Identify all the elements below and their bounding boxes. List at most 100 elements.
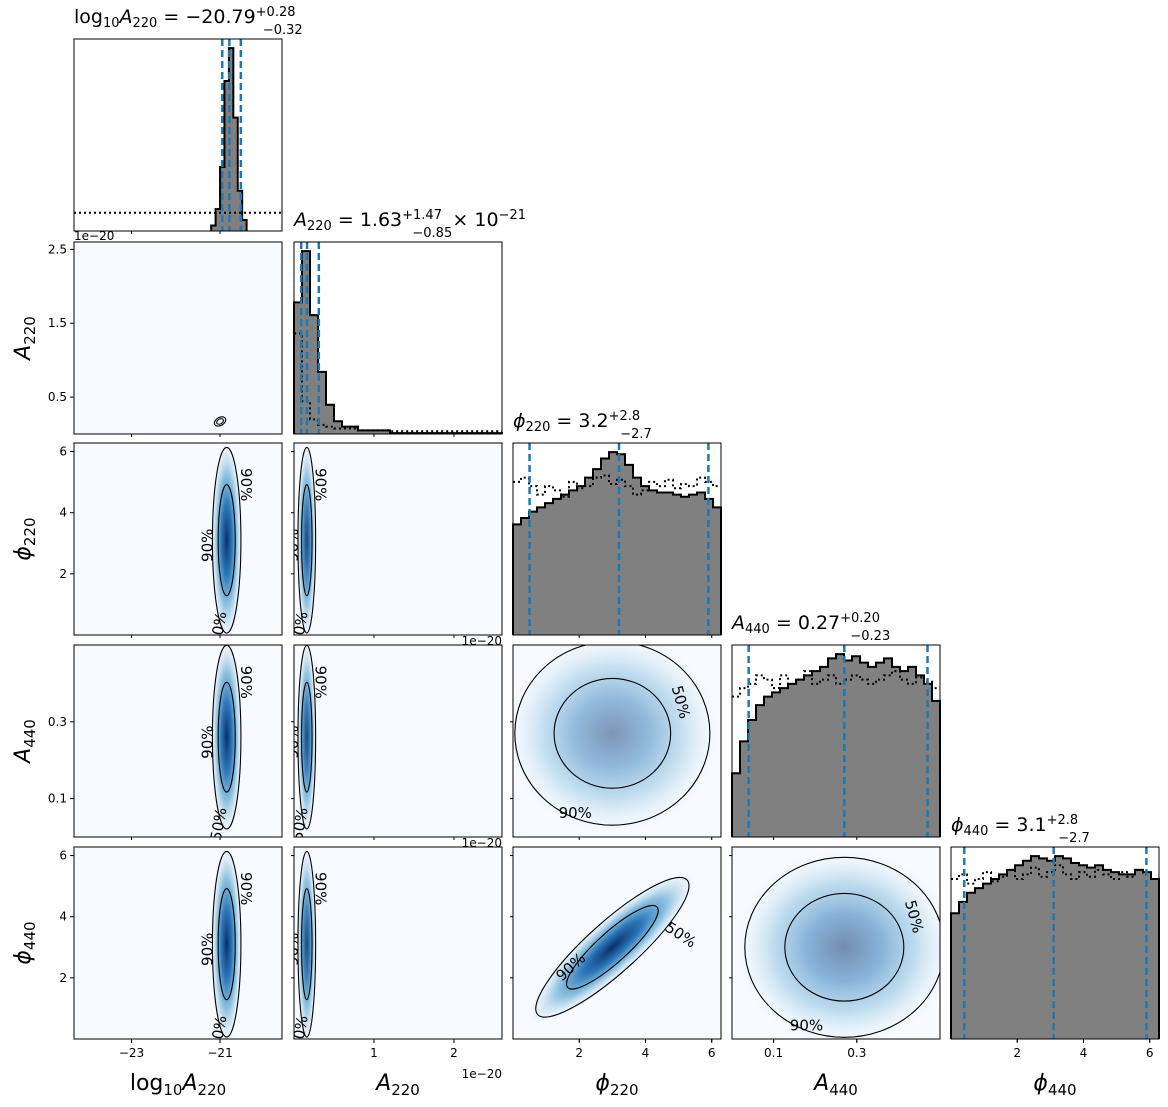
y-tick-label: 0.5 — [48, 390, 67, 404]
y-tick-label: 1.5 — [48, 316, 67, 330]
y-tick-label: 2 — [59, 971, 67, 985]
cell-frame — [512, 846, 722, 1040]
density-background — [74, 645, 282, 837]
x-axis-label-phi220: ϕ220 — [595, 1071, 638, 1099]
contour-50 — [784, 892, 905, 1002]
hist-frame — [512, 442, 722, 636]
y-tick-label: 2.5 — [48, 242, 67, 256]
hist-frame — [73, 38, 283, 232]
x-multiplier-inner: 1e−20 — [462, 836, 502, 850]
contour-label: 50% — [288, 1014, 312, 1050]
contour-50 — [300, 484, 313, 597]
density-blob — [297, 443, 317, 635]
y-tick-label: 4 — [59, 506, 67, 520]
density-blob — [529, 871, 696, 1024]
density-layer: 50%90% — [513, 645, 719, 834]
density-blob — [211, 645, 243, 837]
x-tick-label: 2 — [1013, 1046, 1021, 1060]
x-axis-label-log10A220: log10A220 — [130, 1071, 226, 1099]
plot-root: 90%90%50%90%90%50%90%90%50%90%90%50%50%9… — [11, 5, 1160, 1099]
density-layer: 90% 90% 50% — [288, 847, 330, 1050]
hist-fill — [951, 856, 1159, 1039]
x-tick-label: 6 — [1146, 1046, 1154, 1060]
x-tick-label: 1 — [370, 1046, 378, 1060]
cell-frame — [293, 442, 503, 636]
density-blob — [297, 645, 317, 837]
contour-50 — [566, 904, 659, 990]
hist-log10A220: log10A220 = −20.79+0.28−0.32 — [73, 5, 303, 232]
cell-frame — [512, 644, 722, 838]
cell-phi440-vs-log10A220: 90% 90% 50% — [73, 846, 283, 1050]
y-multiplier: 1e−20 — [74, 229, 114, 243]
y-tick-label: 0.1 — [48, 792, 67, 806]
contour-label: 50% — [207, 1014, 231, 1050]
contour-50 — [300, 888, 313, 1001]
hist-fill — [294, 251, 502, 434]
contour-90 — [211, 850, 242, 1038]
contour-label: 50% — [207, 610, 231, 646]
x-tick-label: 2 — [450, 1046, 458, 1060]
density-blob — [736, 849, 940, 1039]
x-tick-label: 4 — [1080, 1046, 1088, 1060]
contour-label: 50% — [207, 806, 231, 842]
y-tick-label: 4 — [59, 910, 67, 924]
contour-label: 90% — [198, 933, 216, 966]
contour-90 — [213, 416, 227, 427]
x-axis-label-A220: A220 — [374, 1071, 420, 1099]
cell-frame — [293, 644, 503, 838]
contour-label: 90% — [237, 666, 255, 699]
contour-90 — [535, 876, 690, 1018]
x-tick-label: 6 — [708, 1046, 716, 1060]
contour-label: 90% — [237, 872, 255, 905]
contour-label: 90% — [790, 1016, 823, 1034]
cell-frame — [73, 644, 283, 838]
cell-A440-vs-phi220: 50%90% — [512, 644, 722, 838]
contour-label: 50% — [288, 806, 312, 842]
hist-title-minus: −2.7 — [620, 427, 652, 442]
density-background — [74, 242, 282, 434]
cell-phi440-vs-A440: 50%90% — [731, 846, 941, 1040]
hist-fill — [732, 654, 940, 837]
cell-frame — [731, 846, 941, 1040]
y-tick-label: 0.3 — [48, 715, 67, 729]
hist-phi440: ϕ440 = 3.1+2.8−2.7 — [950, 813, 1160, 1040]
hist-title: ϕ220 = 3.2+2.8 — [513, 409, 640, 435]
density-background — [294, 847, 502, 1039]
hist-frame — [731, 644, 941, 838]
prior-step — [513, 474, 721, 498]
density-background — [74, 847, 282, 1039]
hist-frame — [950, 846, 1160, 1040]
contour-label: 90% — [559, 804, 592, 822]
y-tick-label: 2 — [59, 567, 67, 581]
contour-label: 90% — [284, 529, 302, 562]
density-layer: 90% 90% 50% — [284, 443, 330, 646]
cell-phi220-vs-log10A220: 90% 90% 50% — [73, 442, 283, 646]
density-blob — [513, 645, 719, 834]
contour-50 — [553, 677, 672, 789]
prior-step — [951, 864, 1159, 885]
contour-label: 90% — [237, 468, 255, 501]
contour-90 — [744, 856, 940, 1038]
contour-label: 90% — [198, 529, 216, 562]
cell-A440-vs-log10A220: 90% 90% 50% — [73, 644, 283, 842]
x-axis-label-A440: A440 — [812, 1071, 858, 1099]
prior-step — [732, 670, 940, 698]
cell-A440-vs-A220: 90% 90% 50% — [288, 644, 503, 842]
density-layer: 90% 90% 50% — [198, 847, 255, 1050]
density-background — [294, 645, 502, 837]
hist-step — [950, 855, 1160, 1039]
contour-50 — [216, 418, 224, 425]
cell-frame — [73, 846, 283, 1040]
density-layer: 90% 90% 50% — [198, 645, 255, 842]
contour-90 — [297, 446, 317, 634]
contour-label: 90% — [312, 666, 330, 699]
x-tick-label: 2 — [575, 1046, 583, 1060]
cell-frame — [293, 846, 503, 1040]
contour-50 — [217, 484, 236, 597]
contour-50 — [217, 681, 236, 793]
hist-title-exponent: × 10−21 — [452, 208, 526, 232]
contour-label: 50% — [288, 610, 312, 646]
hist-A440: A440 = 0.27+0.20−0.23 — [730, 611, 941, 838]
density-background — [74, 443, 282, 635]
hist-title: A440 = 0.27+0.20 — [730, 611, 880, 637]
